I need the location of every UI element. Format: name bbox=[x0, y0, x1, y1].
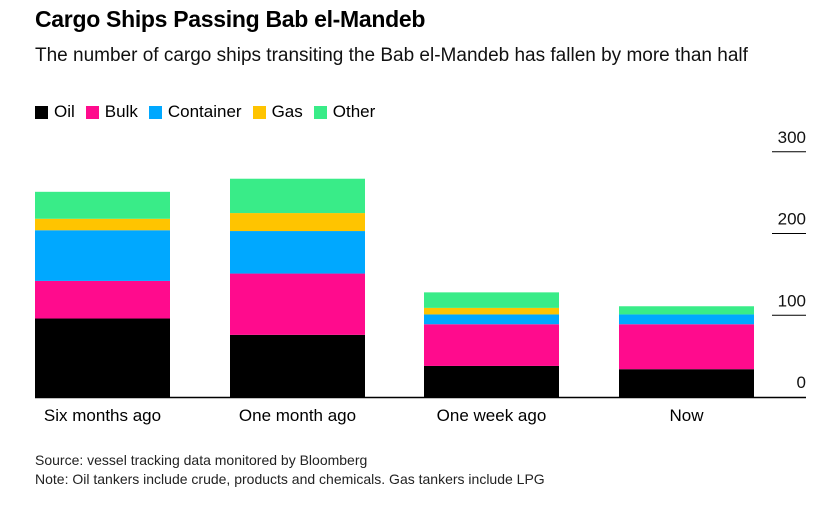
bar-segment-oil bbox=[619, 369, 754, 397]
source-note: Source: vessel tracking data monitored b… bbox=[35, 452, 368, 468]
y-tick-label: 300 bbox=[778, 128, 806, 147]
bar-segment-other bbox=[230, 178, 365, 214]
legend-item-container: Container bbox=[148, 102, 242, 122]
chart-title: Cargo Ships Passing Bab el-Mandeb bbox=[35, 6, 426, 32]
bar-segment-oil bbox=[35, 318, 170, 397]
bar-segment-bulk bbox=[35, 280, 170, 319]
bar-segment-other bbox=[35, 191, 170, 219]
legend-swatch-other bbox=[313, 105, 327, 119]
stacked-bar-chart: Six months ago One month ago One week ago N… bbox=[35, 128, 806, 425]
bar-segment-oil bbox=[424, 365, 559, 397]
legend-swatch-oil bbox=[35, 105, 48, 119]
bar-stack bbox=[230, 178, 365, 397]
legend-item-oil: Oil bbox=[35, 102, 75, 122]
legend-label-oil: Oil bbox=[54, 102, 75, 121]
legend-swatch-bulk bbox=[85, 105, 99, 119]
bar-segment-other bbox=[424, 292, 559, 308]
legend-label-other: Other bbox=[332, 102, 376, 121]
legend-label-bulk: Bulk bbox=[104, 102, 138, 121]
chart-legend: Oil Bulk Container Gas Other bbox=[35, 102, 386, 122]
legend-swatch-container bbox=[148, 105, 162, 119]
x-tick-label: One month ago bbox=[239, 406, 356, 425]
legend-label-container: Container bbox=[167, 102, 242, 121]
footnote: Note: Oil tankers include crude, product… bbox=[35, 471, 545, 487]
bar-stack bbox=[35, 191, 170, 397]
legend-item-bulk: Bulk bbox=[85, 102, 138, 122]
bar-segment-gas bbox=[230, 213, 365, 232]
bar-segment-bulk bbox=[230, 273, 365, 335]
legend-swatch-gas bbox=[252, 105, 266, 119]
bar-stack bbox=[619, 306, 754, 397]
legend-item-other: Other bbox=[313, 102, 376, 122]
y-tick-label: 200 bbox=[778, 210, 806, 229]
bar-stack bbox=[424, 292, 559, 397]
legend-item-gas: Gas bbox=[252, 102, 303, 122]
bar-segment-container bbox=[424, 314, 559, 325]
y-tick-label: 0 bbox=[797, 373, 806, 392]
bar-segment-container bbox=[35, 230, 170, 281]
x-tick-label: Now bbox=[669, 406, 704, 425]
bar-segment-bulk bbox=[424, 324, 559, 366]
bar-segment-other bbox=[619, 306, 754, 315]
y-tick-label: 100 bbox=[778, 291, 806, 310]
bar-segment-oil bbox=[230, 334, 365, 397]
bar-segment-gas bbox=[35, 218, 170, 231]
x-tick-label: One week ago bbox=[437, 406, 547, 425]
chart-subtitle: The number of cargo ships transiting the… bbox=[35, 45, 748, 66]
bar-segment-gas bbox=[424, 307, 559, 315]
legend-label-gas: Gas bbox=[271, 102, 303, 121]
bar-segment-bulk bbox=[619, 324, 754, 370]
bar-segment-container bbox=[230, 231, 365, 274]
bar-segment-container bbox=[619, 314, 754, 325]
x-tick-label: Six months ago bbox=[44, 406, 161, 425]
